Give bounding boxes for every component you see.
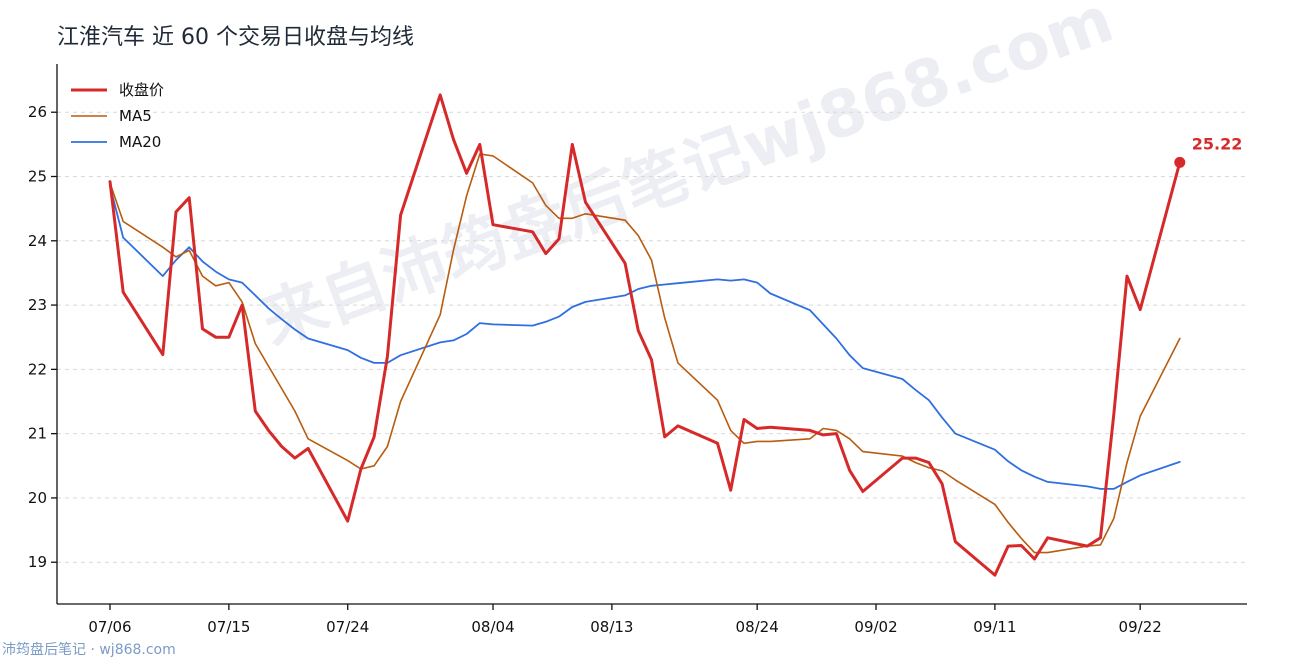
watermark: 来自沛筠盘后笔记wj868.com <box>252 0 1123 360</box>
series-layer: 25.22 <box>108 93 1243 577</box>
series-line-收盘价 <box>108 93 1182 577</box>
x-tick-label: 07/15 <box>207 618 250 636</box>
series-line-MA5 <box>109 153 1181 554</box>
x-tick-label: 08/13 <box>590 618 633 636</box>
y-tick-label: 26 <box>28 103 47 121</box>
x-tick-label: 08/04 <box>471 618 514 636</box>
x-tick-label: 08/24 <box>736 618 779 636</box>
x-tick-label: 07/06 <box>88 618 131 636</box>
legend: 收盘价 MA5 MA20 <box>71 81 164 151</box>
y-tick-label: 20 <box>28 489 47 507</box>
chart-title: 江淮汽车 近 60 个交易日收盘与均线 <box>57 25 414 50</box>
footer-credit: 沛筠盘后笔记 · wj868.com <box>2 641 176 658</box>
y-tick-label: 25 <box>28 168 47 186</box>
y-tick-label: 21 <box>28 425 47 443</box>
legend-label: MA5 <box>119 107 152 125</box>
y-tick-label: 24 <box>28 232 47 250</box>
x-tick-label: 09/02 <box>854 618 897 636</box>
x-tick-label: 09/22 <box>1119 618 1162 636</box>
legend-label: 收盘价 <box>119 81 164 99</box>
axes: 19 20 21 22 23 24 25 26 07/06 07/15 07/24 08/04 08/1… <box>28 64 1247 636</box>
legend-label: MA20 <box>119 133 161 151</box>
x-tick-label: 07/24 <box>326 618 369 636</box>
last-close-marker <box>1174 156 1186 168</box>
y-tick-label: 23 <box>28 296 47 314</box>
x-tick-label: 09/11 <box>973 618 1016 636</box>
last-close-label: 25.22 <box>1192 134 1243 153</box>
y-tick-label: 22 <box>28 360 47 378</box>
y-tick-label: 19 <box>28 553 47 571</box>
